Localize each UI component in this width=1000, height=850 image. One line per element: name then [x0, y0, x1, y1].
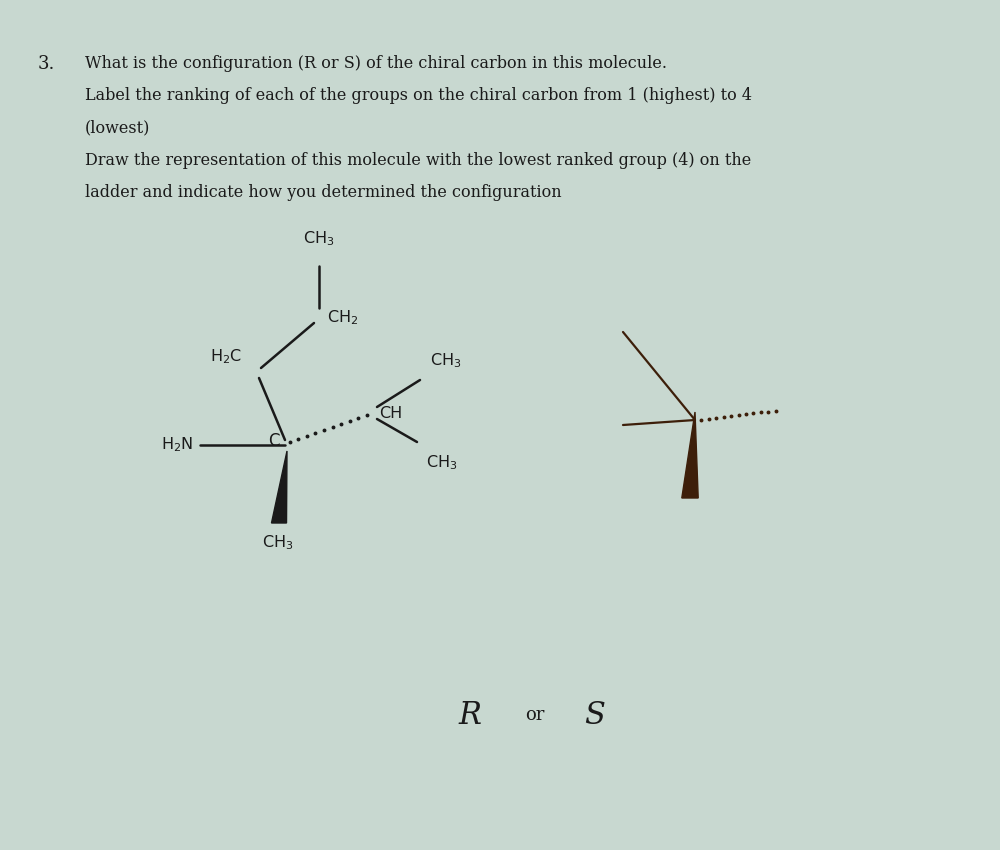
Text: H$_2$C: H$_2$C: [210, 348, 242, 366]
Polygon shape: [272, 451, 287, 523]
Text: CH$_3$: CH$_3$: [303, 230, 335, 248]
Text: CH: CH: [379, 405, 402, 421]
Text: ladder and indicate how you determined the configuration: ladder and indicate how you determined t…: [85, 184, 562, 201]
Text: Draw the representation of this molecule with the lowest ranked group (4) on the: Draw the representation of this molecule…: [85, 152, 751, 169]
Text: or: or: [525, 706, 545, 724]
Text: CH$_3$: CH$_3$: [430, 351, 461, 370]
Text: R: R: [458, 700, 482, 730]
Text: (lowest): (lowest): [85, 120, 150, 137]
Text: CH$_3$: CH$_3$: [262, 533, 294, 552]
Text: CH$_2$: CH$_2$: [327, 309, 358, 327]
Polygon shape: [682, 412, 698, 498]
Text: 3.: 3.: [38, 55, 55, 73]
Text: CH$_3$: CH$_3$: [426, 453, 457, 472]
Text: What is the configuration (R or S) of the chiral carbon in this molecule.: What is the configuration (R or S) of th…: [85, 55, 667, 72]
Text: C: C: [268, 432, 280, 450]
Text: Label the ranking of each of the groups on the chiral carbon from 1 (highest) to: Label the ranking of each of the groups …: [85, 88, 752, 105]
Text: S: S: [585, 700, 605, 730]
Text: H$_2$N: H$_2$N: [161, 436, 193, 455]
